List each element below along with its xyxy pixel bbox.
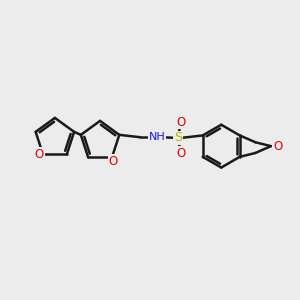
Text: O: O [109,154,118,167]
Text: O: O [176,147,185,160]
Text: O: O [273,140,282,153]
Text: NH: NH [149,132,166,142]
Text: S: S [174,131,182,144]
Text: O: O [35,148,44,161]
Text: O: O [176,116,185,129]
